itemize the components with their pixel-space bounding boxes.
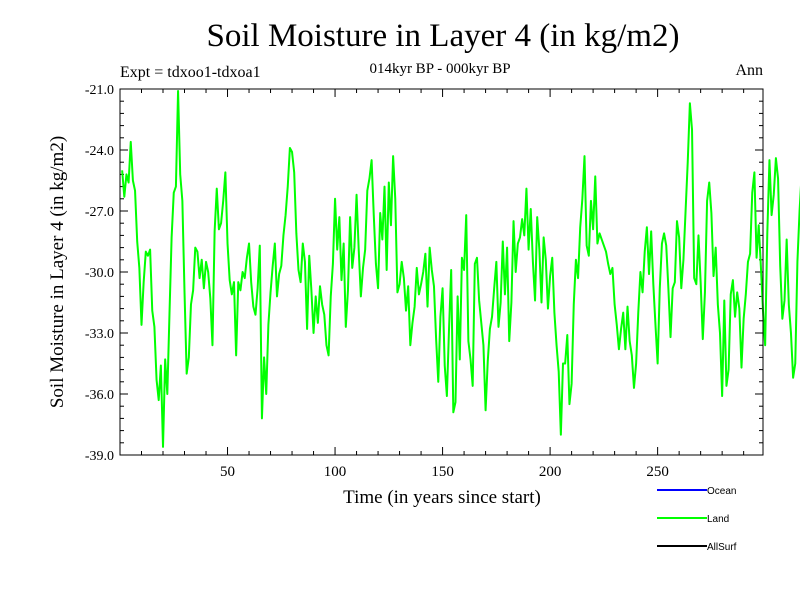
y-axis-label: Soil Moisture in Layer 4 (in kg/m2) [47,136,68,408]
chart-title: Soil Moisture in Layer 4 (in kg/m2) [207,18,680,54]
y-tick-label: -36.0 [85,388,114,403]
legend: Ocean Land AllSurf [657,486,737,553]
y-tick-label: -27.0 [85,205,114,220]
x-tick-label: 100 [324,464,347,480]
x-tick-label: 200 [539,464,562,480]
legend-label-land: Land [707,514,729,525]
y-tick-label: -21.0 [85,83,114,98]
y-tick-label: -30.0 [85,266,114,281]
x-tick-label: 150 [431,464,454,480]
y-tick-label: -39.0 [85,449,114,464]
y-tick-label: -33.0 [85,327,114,342]
experiment-label: Expt = tdxoo1-tdxoa1 [120,64,261,81]
x-tick-label: 250 [646,464,669,480]
y-tick-label: -24.0 [85,144,114,159]
legend-label-ocean: Ocean [707,486,736,497]
chart-subtitle: 014kyr BP - 000kyr BP [369,61,510,77]
season-label: Ann [735,62,763,79]
plot-frame [119,88,764,456]
legend-label-allsurf: AllSurf [707,542,737,553]
plot-area: 50 100 150 200 250 -21.0 -24.0 -27.0 -30.0 -33.0 -… [85,83,800,480]
series-line-land [121,90,800,448]
x-axis-label: Time (in years since start) [343,487,541,508]
x-tick-label: 50 [220,464,235,480]
